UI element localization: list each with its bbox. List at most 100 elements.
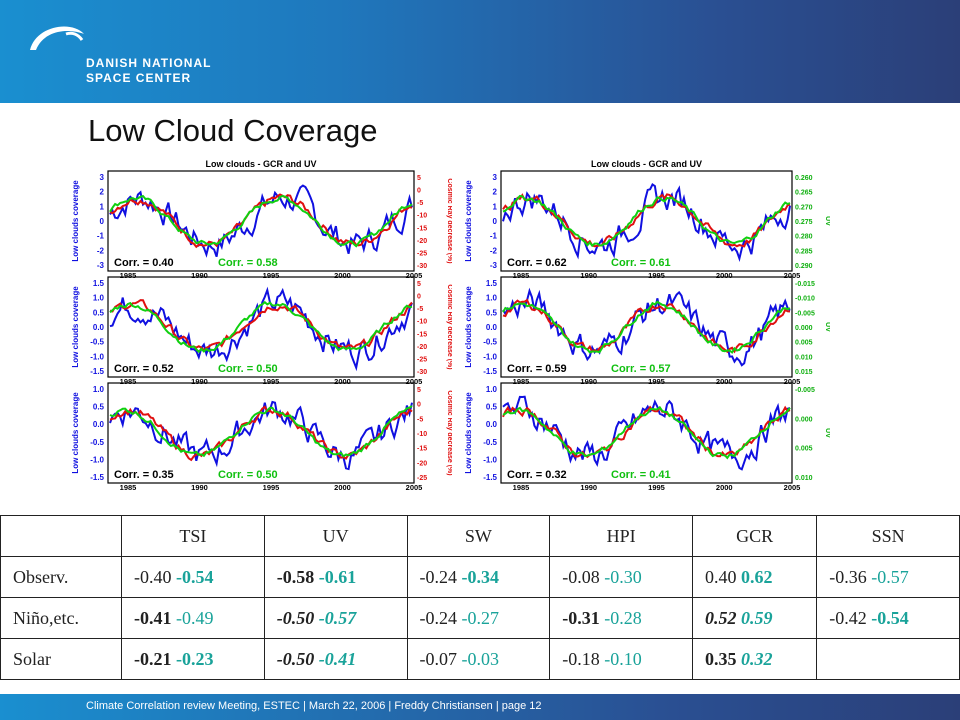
right-tick-label: 0	[417, 402, 421, 409]
right-tick-label: 0.010	[795, 475, 813, 482]
right-tick-label: 0.280	[795, 234, 813, 241]
y-tick-label: 2	[100, 188, 105, 197]
corr-label-left: Corr. = 0.40	[114, 257, 174, 269]
x-tick-label: 2000	[716, 271, 733, 280]
right-axis-label: Cosmic Ray decrease (%)	[446, 284, 452, 369]
right-tick-label: -20	[417, 344, 427, 351]
right-tick-label: -20	[417, 238, 427, 245]
y-axis-label: Low clouds coverage	[464, 392, 473, 474]
right-tick-label: -10	[417, 319, 427, 326]
gcr-line	[109, 193, 413, 249]
gcr-figure: Low clouds - GCR and UV 3 2 1 0 -1 -2 -3 5 0 -5 -10…	[71, 159, 453, 492]
right-tick-label: -0.015	[795, 281, 815, 288]
x-tick-label: 2000	[334, 377, 351, 386]
right-tick-label: 5	[417, 281, 421, 288]
y-axis-label: Low clouds coverage	[464, 180, 473, 262]
right-tick-label: -5	[417, 200, 423, 207]
x-tick-label: 1990	[580, 377, 597, 386]
y-tick-label: -0.5	[483, 438, 497, 447]
y-tick-label: 0.5	[486, 403, 498, 412]
x-tick-label: 1990	[580, 271, 597, 280]
corr-label-left: Corr. = 0.35	[114, 469, 174, 481]
x-tick-label: 1995	[648, 271, 665, 280]
y-tick-label: 1.0	[486, 294, 498, 303]
x-tick-label: 1985	[120, 377, 137, 386]
y-axis-label: Low clouds coverage	[464, 286, 473, 368]
org-line-2: SPACE CENTER	[86, 71, 192, 85]
y-tick-label: -1.5	[483, 473, 497, 482]
corr-label-right: Corr. = 0.57	[611, 363, 671, 375]
right-tick-label: 0	[417, 294, 421, 301]
org-name: DANISH NATIONAL SPACE CENTER	[86, 56, 211, 86]
table-cell: -0.08 -0.30	[549, 556, 693, 598]
y-axis-label: Low clouds coverage	[71, 180, 80, 262]
corr-label-left: Corr. = 0.32	[507, 469, 567, 481]
x-tick-label: 1995	[648, 483, 665, 492]
right-axis-label: UV	[824, 322, 830, 332]
table-cell: 0.40 0.62	[691, 556, 818, 598]
right-tick-label: -25	[417, 250, 427, 257]
x-tick-label: 1995	[263, 377, 280, 386]
table-cell: -0.50 -0.57	[263, 597, 408, 639]
y-tick-label: 2	[493, 188, 498, 197]
uv-line	[502, 194, 791, 248]
table-header-row: TSI UV SW HPI GCR SSN	[0, 515, 960, 557]
table-cell: -0.41 -0.49	[121, 597, 265, 639]
x-tick-label: 1990	[191, 483, 208, 492]
gcr-line	[109, 299, 413, 352]
corr-label-left: Corr. = 0.52	[114, 363, 174, 375]
x-tick-label: 1985	[513, 271, 530, 280]
right-tick-label: -5	[417, 306, 423, 313]
y-tick-label: -1.0	[90, 455, 104, 464]
y-tick-label: 1.5	[486, 279, 498, 288]
x-tick-label: 2005	[784, 377, 801, 386]
uv-line	[109, 194, 413, 248]
table-cell	[816, 638, 960, 680]
y-tick-label: -1.0	[483, 352, 497, 361]
table-cell: -0.42 -0.54	[816, 597, 960, 639]
plot-frame	[107, 382, 415, 484]
footer-text: Climate Correlation review Meeting, ESTE…	[86, 700, 542, 712]
table-cell: -0.40 -0.54	[121, 556, 265, 598]
y-tick-label: -3	[97, 261, 105, 270]
x-tick-label: 1985	[513, 483, 530, 492]
right-tick-label: 0.005	[795, 340, 813, 347]
corr-label-left: Corr. = 0.59	[507, 363, 567, 375]
table-cell: -0.31 -0.28	[549, 597, 693, 639]
y-axis-label: Low clouds coverage	[71, 392, 80, 474]
obs-line	[109, 400, 413, 471]
header-cell-gcr: GCR	[691, 515, 818, 557]
gcr-line	[109, 405, 413, 462]
right-tick-label: 0.275	[795, 219, 813, 226]
table-cell: -0.24 -0.27	[406, 597, 551, 639]
y-tick-label: -1.0	[483, 455, 497, 464]
org-line-1: DANISH NATIONAL	[86, 56, 212, 70]
right-tick-label: 0.005	[795, 446, 813, 453]
uv-line	[109, 300, 413, 354]
x-tick-label: 1985	[120, 271, 137, 280]
x-tick-label: 2005	[406, 483, 423, 492]
right-tick-label: -15	[417, 225, 427, 232]
obs-line	[109, 184, 413, 258]
table-cell: -0.58 -0.61	[263, 556, 408, 598]
x-tick-label: 1990	[191, 271, 208, 280]
right-tick-label: -0.005	[795, 387, 815, 394]
y-tick-label: 1.0	[486, 385, 498, 394]
right-tick-label: 0	[417, 188, 421, 195]
uv-figure: Low clouds - GCR and UV 3 2 1 0 -1 -2 -3 0.260 0.…	[464, 159, 831, 492]
y-tick-label: 0.0	[93, 420, 105, 429]
right-tick-label: -0.010	[795, 296, 815, 303]
x-tick-label: 2005	[784, 483, 801, 492]
right-axis-label: Cosmic Ray decrease (%)	[446, 178, 452, 263]
right-tick-label: -10	[417, 431, 427, 438]
page-title: Low Cloud Coverage	[88, 113, 378, 148]
right-tick-label: 0.260	[795, 175, 813, 182]
right-tick-label: 5	[417, 175, 421, 182]
right-tick-label: 0.265	[795, 190, 813, 197]
header-cell-blank	[0, 515, 122, 557]
correlation-table: TSI UV SW HPI GCR SSN Observ. -0.40 -0.5…	[0, 515, 960, 680]
table-row: Observ. -0.40 -0.54 -0.58 -0.61 -0.24 -0…	[0, 556, 960, 598]
right-tick-label: -0.005	[795, 310, 815, 317]
right-tick-label: -15	[417, 331, 427, 338]
y-tick-label: -1.5	[483, 367, 497, 376]
